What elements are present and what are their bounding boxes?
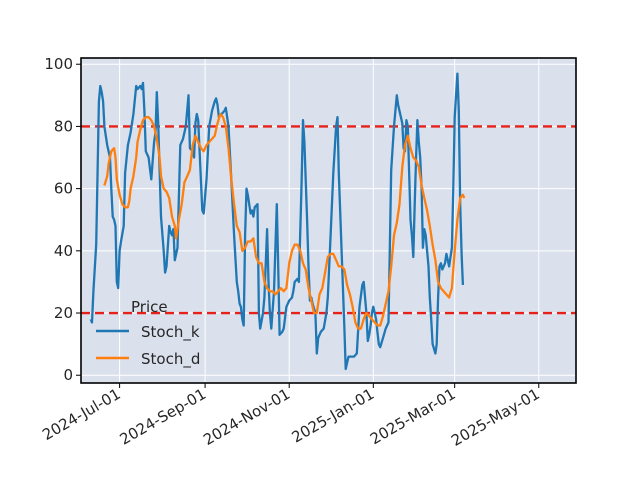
x-tick-label: 2025-Jan-01 [289,385,378,447]
y-tick-label: 20 [54,304,73,322]
legend-title: Price [131,298,168,316]
plot-background [81,58,576,383]
x-tick-label: 2024-Jul-01 [39,385,123,444]
y-tick-label: 60 [54,180,73,198]
x-tick-label: 2025-May-01 [448,385,543,450]
x-tick-label: 2024-Sep-01 [117,385,209,449]
y-tick-label: 80 [54,117,73,135]
x-tick-label: 2024-Nov-01 [200,385,293,449]
legend-label-stoch-d: Stoch_d [141,350,200,369]
plot-frame [80,57,577,384]
series-line-stoch-k [89,72,465,371]
y-tick-label: 100 [44,55,73,73]
series-line-stoch-d [103,112,466,330]
x-tick-label: 2025-Mar-01 [367,385,459,448]
x-axis: 2024-Jul-012024-Sep-012024-Nov-012025-Ja… [39,383,543,450]
y-tick-label: 0 [63,366,73,384]
legend-label-stoch-k: Stoch_k [141,323,200,342]
legend: Price Stoch_k Stoch_d [96,298,200,369]
y-axis: 0 20 40 60 80 100 [44,55,81,384]
series-lines [89,72,466,371]
y-tick-label: 40 [54,242,73,260]
reference-lines [81,125,576,315]
